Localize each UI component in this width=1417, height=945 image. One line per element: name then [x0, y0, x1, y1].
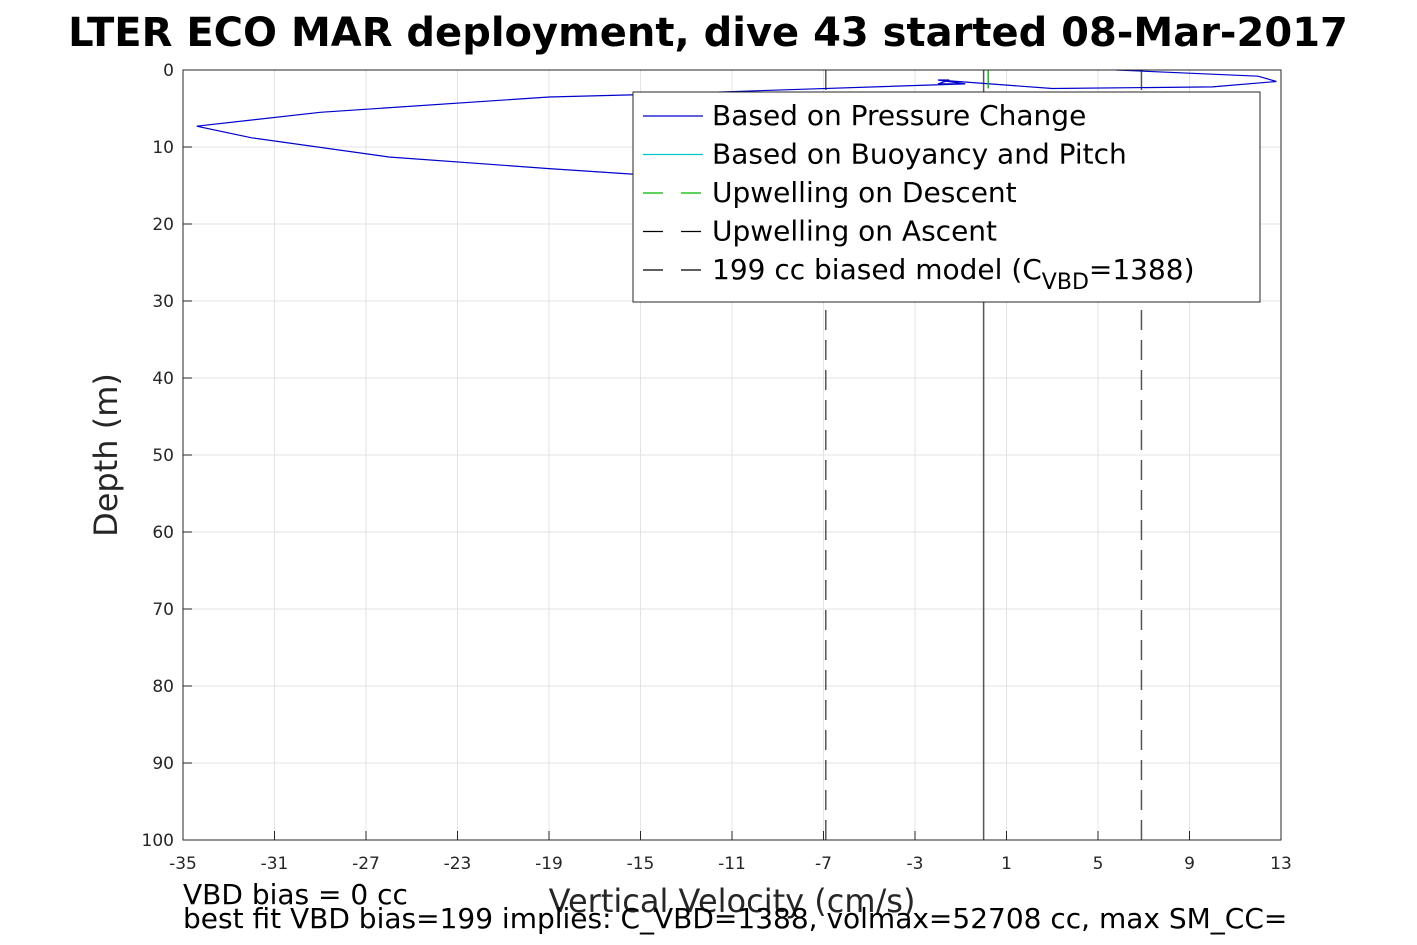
- legend-label-text: Based on Buoyancy and Pitch: [712, 138, 1127, 171]
- y-tick-label: 80: [152, 677, 174, 697]
- y-tick-label: 40: [152, 369, 174, 389]
- legend-box: [632, 91, 1261, 303]
- x-tick-label: -23: [444, 854, 472, 874]
- legend-label: Upwelling on Descent: [712, 176, 1017, 209]
- legend-label-tail: =1388): [1089, 253, 1195, 286]
- y-tick-label: 90: [152, 754, 174, 774]
- y-tick-label: 30: [152, 292, 174, 312]
- y-axis-label: Depth (m): [87, 373, 125, 537]
- note-best-fit: best fit VBD bias=199 implies: C_VBD=138…: [183, 902, 1287, 935]
- legend-label: Based on Pressure Change: [712, 99, 1086, 132]
- legend-label-text: Upwelling on Descent: [712, 176, 1017, 209]
- legend-label: Upwelling on Ascent: [712, 215, 997, 248]
- legend-label-text: Based on Pressure Change: [712, 99, 1086, 132]
- legend-label-subscript: VBD: [1042, 270, 1089, 295]
- legend-label: Based on Buoyancy and Pitch: [712, 138, 1127, 171]
- y-tick-label: 20: [152, 215, 174, 235]
- y-tick-label: 50: [152, 446, 174, 466]
- legend-label-text: Upwelling on Ascent: [712, 215, 997, 248]
- y-axis-ticks: 0 10 20 30 40 50 60 70 80 90 100: [142, 61, 192, 851]
- legend-label: 199 cc biased model (CVBD=1388): [712, 253, 1195, 295]
- legend-label-text: 199 cc biased model (C: [712, 253, 1042, 286]
- x-tick-label: -15: [627, 854, 655, 874]
- x-tick-label: 5: [1093, 854, 1104, 874]
- y-tick-label: 10: [152, 138, 174, 158]
- y-tick-label: 60: [152, 523, 174, 543]
- x-tick-label: -35: [169, 854, 197, 874]
- note-vbd-bias: VBD bias = 0 cc: [183, 878, 408, 911]
- legend: Based on Pressure Change Based on Buoyanc…: [632, 91, 1261, 303]
- y-tick-label: 70: [152, 600, 174, 620]
- x-tick-label: -11: [718, 854, 746, 874]
- x-tick-label: 1: [1001, 854, 1012, 874]
- x-tick-label: 9: [1184, 854, 1195, 874]
- series-group: [196, 69, 1277, 179]
- x-tick-label: -3: [907, 854, 924, 874]
- x-tick-label: -31: [261, 854, 289, 874]
- chart-title: LTER ECO MAR deployment, dive 43 started…: [68, 10, 1348, 56]
- y-tick-label: 100: [142, 831, 174, 851]
- x-tick-label: 13: [1270, 854, 1292, 874]
- series-line-0: [196, 69, 1277, 179]
- x-tick-label: -19: [535, 854, 563, 874]
- x-axis-ticks: -35 -31 -27 -23 -19 -15 -11 -7 -3 1 5 9 13: [169, 831, 1292, 874]
- x-axis-label: Vertical Velocity (cm/s): [549, 882, 916, 920]
- x-tick-label: -7: [815, 854, 832, 874]
- x-tick-label: -27: [352, 854, 380, 874]
- y-tick-label: 0: [163, 61, 174, 81]
